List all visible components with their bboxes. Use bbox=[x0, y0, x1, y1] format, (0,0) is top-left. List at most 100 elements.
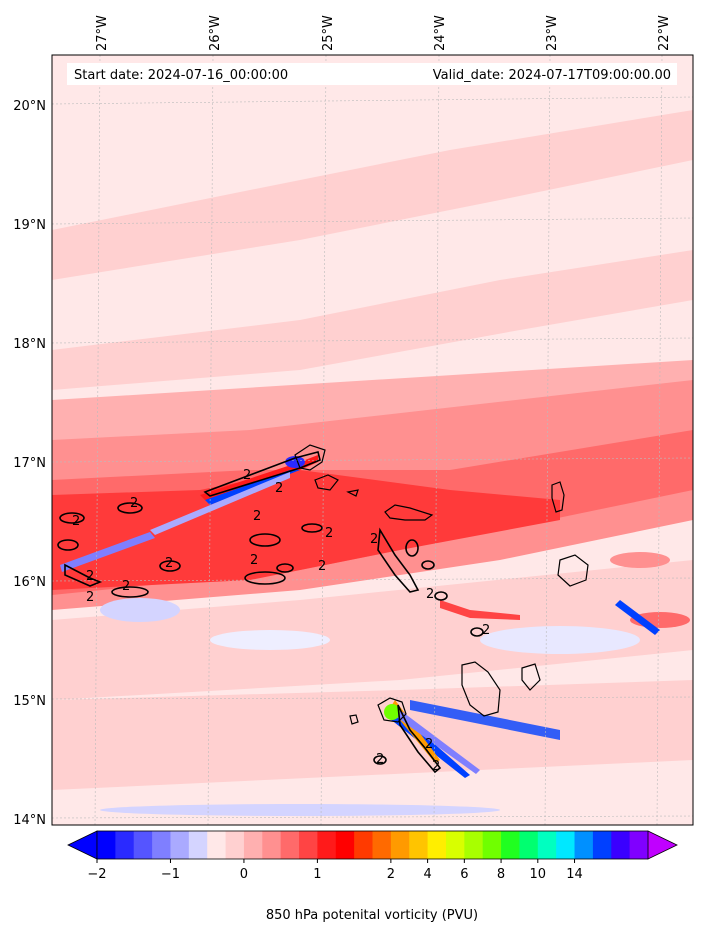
map-frame bbox=[51, 54, 694, 826]
pv-blob bbox=[480, 626, 640, 654]
island-santo-antao bbox=[294, 444, 326, 471]
colorbar-tick-label: 10 bbox=[530, 867, 547, 882]
colorbar-cell bbox=[115, 831, 135, 859]
contour-label: 2 bbox=[318, 559, 326, 574]
lon-label: 22°W bbox=[657, 15, 672, 51]
lat-label: 14°N bbox=[13, 813, 46, 828]
colorbar-cell bbox=[354, 831, 373, 859]
colorbar-tick-label: 8 bbox=[497, 867, 505, 882]
pv-band bbox=[52, 470, 560, 590]
pv-streak-east bbox=[615, 600, 660, 635]
colorbar-cell bbox=[611, 831, 631, 859]
colorbar-cell bbox=[188, 831, 208, 859]
colorbar-cell bbox=[262, 831, 282, 859]
colorbar-cell bbox=[390, 831, 410, 859]
lon-label: 27°W bbox=[95, 15, 110, 51]
colorbar-tick-label: 6 bbox=[460, 867, 468, 882]
contour-label: 2 bbox=[72, 514, 80, 529]
pv-band bbox=[52, 110, 693, 280]
contour-label: 2 bbox=[250, 553, 258, 568]
coastlines bbox=[294, 444, 589, 725]
colorbar-cell bbox=[537, 831, 557, 859]
island-boa-vista bbox=[557, 554, 589, 587]
lat-label: 17°N bbox=[13, 456, 46, 471]
lat-label: 16°N bbox=[13, 575, 46, 590]
island-santiago bbox=[461, 661, 501, 717]
contour-label: 2 bbox=[122, 579, 130, 594]
contour-label: 2 bbox=[370, 532, 378, 547]
lat-label: 19°N bbox=[13, 218, 46, 233]
header-box bbox=[67, 63, 677, 85]
colorbar-extend-left bbox=[67, 830, 98, 860]
colorbar-cell bbox=[464, 831, 484, 859]
lon-label: 26°W bbox=[208, 15, 223, 51]
colorbar-cell bbox=[556, 831, 576, 859]
colorbar-cell bbox=[207, 831, 227, 859]
contour-label: 2 bbox=[165, 556, 173, 571]
island-sao-vicente bbox=[314, 474, 339, 491]
lon-label: 23°W bbox=[545, 15, 560, 51]
colorbar-tick-label: −2 bbox=[87, 867, 106, 882]
contour-label: 2 bbox=[325, 526, 333, 541]
latitude-labels: 20°N 19°N 18°N 17°N 16°N 15°N 14°N bbox=[13, 99, 46, 828]
lat-label: 15°N bbox=[13, 694, 46, 709]
colorbar-cell bbox=[501, 831, 520, 859]
pv-blob bbox=[610, 552, 670, 568]
colorbar-extend-right bbox=[647, 830, 678, 860]
colorbar-cell bbox=[409, 831, 429, 859]
lon-label: 24°W bbox=[433, 15, 448, 51]
colorbar-cell bbox=[629, 831, 649, 859]
contour-label: 2 bbox=[253, 509, 261, 524]
colorbar-cell bbox=[152, 831, 171, 859]
colorbar-tick-label: 2 bbox=[387, 867, 395, 882]
colorbar-cell bbox=[317, 831, 337, 859]
colorbar-cell bbox=[482, 831, 502, 859]
contour-label: 2 bbox=[86, 569, 94, 584]
island-fogo bbox=[377, 697, 407, 723]
contour-label: 2 bbox=[275, 481, 283, 496]
colorbar-tick-label: 0 bbox=[240, 867, 248, 882]
contour-label: 2 bbox=[376, 752, 384, 767]
island-sal bbox=[551, 481, 565, 513]
island-sao-nicolau bbox=[384, 504, 434, 521]
gridlines bbox=[52, 55, 693, 825]
lat-label: 18°N bbox=[13, 337, 46, 352]
pv-band bbox=[52, 680, 693, 790]
contour-label: 2 bbox=[482, 623, 490, 638]
longitude-labels: 27°W 26°W 25°W 24°W 23°W 22°W bbox=[95, 15, 672, 51]
contour-label: 2 bbox=[243, 468, 251, 483]
colorbar-tick-label: 14 bbox=[566, 867, 583, 882]
contour-labels: 2 2 2 2 2 2 2 2 2 2 2 2 2 2 2 2 2 2 bbox=[72, 468, 490, 774]
colorbar-cell bbox=[574, 831, 594, 859]
pv-band bbox=[52, 250, 693, 390]
colorbar-cell bbox=[170, 831, 190, 859]
colorbar-cell bbox=[299, 831, 318, 859]
colorbar-cell bbox=[243, 831, 263, 859]
pv-blob bbox=[100, 804, 500, 816]
colorbar-cell bbox=[445, 831, 465, 859]
island-maio bbox=[521, 663, 541, 691]
contour-label: 2 bbox=[432, 759, 440, 774]
colorbar-cell bbox=[372, 831, 392, 859]
pv-streak-north bbox=[60, 455, 318, 572]
island-brava bbox=[349, 714, 359, 725]
colorbar-cell bbox=[225, 831, 245, 859]
contour-label: 2 bbox=[426, 587, 434, 602]
pv-blob bbox=[100, 598, 180, 622]
pv-streak-east bbox=[440, 600, 520, 620]
contour-label: 2 bbox=[130, 496, 138, 511]
contour-label: 2 bbox=[425, 737, 433, 752]
colorbar-cell bbox=[133, 831, 153, 859]
colorbar-label: 850 hPa potenital vorticity (PVU) bbox=[266, 908, 478, 923]
contour-label: 2 bbox=[86, 590, 94, 605]
valid-date: Valid_date: 2024-07-17T09:00:00.00 bbox=[433, 68, 671, 83]
lat-label: 20°N bbox=[13, 99, 46, 114]
colorbar-cell bbox=[335, 831, 355, 859]
colorbar-tick-label: 4 bbox=[423, 867, 431, 882]
start-date: Start date: 2024-07-16_00:00:00 bbox=[74, 68, 288, 83]
colorbar: −2 −1 0 1 2 4 6 8 10 14 bbox=[67, 830, 678, 882]
pv-contours bbox=[57, 451, 484, 774]
colorbar-cell bbox=[97, 831, 116, 859]
colorbar-tick-label: 1 bbox=[313, 867, 321, 882]
